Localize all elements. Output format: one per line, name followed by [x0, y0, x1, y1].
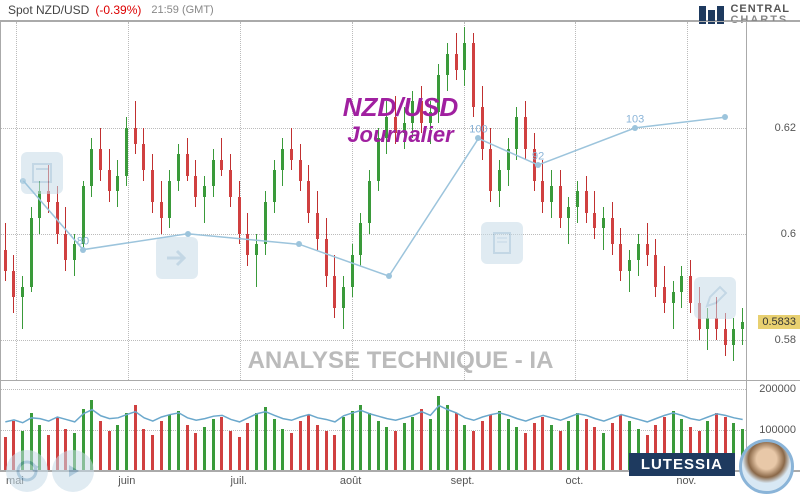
x-tick-label: sept. [451, 475, 475, 487]
price-ytick: 0.62 [775, 122, 796, 134]
price-ytick: 0.58 [775, 334, 796, 346]
price-ytick: 0.6 [781, 228, 796, 240]
x-tick-label: juin [118, 475, 135, 487]
x-tick-label: oct. [566, 475, 584, 487]
volume-ytick: 100000 [759, 424, 796, 436]
wm-play-icon [52, 450, 94, 492]
price-chart[interactable]: 8010092103 0.58 0.6 0.62 NZD/USD Journalie… [0, 21, 800, 381]
last-price-badge: 0.5833 [758, 315, 800, 329]
change-pct: (-0.39%) [95, 3, 141, 17]
timestamp: 21:59 (GMT) [151, 4, 213, 16]
price-plot-area[interactable]: 8010092103 [1, 22, 746, 380]
volume-ytick: 200000 [759, 383, 796, 395]
pair-label: Spot NZD/USD [8, 3, 89, 17]
x-tick-label: juil. [230, 475, 247, 487]
chart-subtitle: Journalier [347, 122, 453, 148]
chart-header: Spot NZD/USD (-0.39%) 21:59 (GMT) [0, 0, 800, 21]
chart-title: NZD/USD [343, 92, 459, 123]
watermark-text: ANALYSE TECHNIQUE - IA [248, 347, 554, 375]
brand-badge: LUTESSIA [629, 453, 735, 476]
x-tick-label: août [340, 475, 361, 487]
avatar-icon [739, 439, 794, 494]
wm-refresh-icon [6, 450, 48, 492]
x-tick-label: nov. [676, 475, 696, 487]
chart-container: Spot NZD/USD (-0.39%) 21:59 (GMT) CENTRA… [0, 0, 800, 500]
